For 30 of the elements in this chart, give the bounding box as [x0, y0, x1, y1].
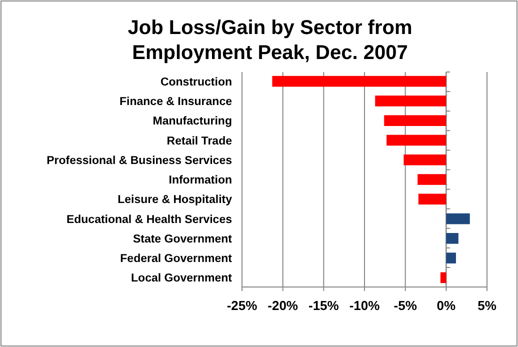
- bar: [418, 174, 446, 185]
- y-tick-label: Manufacturing: [152, 116, 232, 128]
- bar: [446, 233, 458, 244]
- y-tick-label: Federal Government: [120, 253, 232, 266]
- x-tick-label: -5%: [394, 298, 418, 313]
- bar: [404, 154, 446, 166]
- x-tick-label: -25%: [226, 298, 258, 313]
- y-tick-label: Information: [168, 174, 232, 187]
- bar: [418, 194, 446, 205]
- x-tick-label: -10%: [349, 298, 380, 313]
- bar: [375, 96, 446, 106]
- bar: [446, 252, 456, 264]
- y-tick-label: State Government: [132, 233, 232, 246]
- bar: [446, 213, 470, 224]
- y-tick-label: Retail Trade: [166, 135, 232, 148]
- x-tick-label: -20%: [268, 298, 298, 313]
- y-tick-label: Educational & Health Services: [66, 214, 232, 226]
- y-tick-label: Local Government: [131, 272, 232, 285]
- y-tick-label: Finance & Insurance: [120, 96, 232, 108]
- x-tick-label: -15%: [308, 298, 340, 313]
- y-tick-label: Construction: [160, 76, 232, 88]
- bar: [272, 76, 446, 87]
- y-tick-label: Professional & Business Services: [46, 154, 232, 167]
- bar: [440, 272, 446, 284]
- y-tick-label: Leisure & Hospitality: [118, 194, 233, 206]
- bar: [386, 134, 446, 146]
- bar: [384, 115, 446, 126]
- x-tick-label: 0%: [436, 298, 456, 313]
- chart-title: Job Loss/Gain by Sector from Employment Peak, Dec. 2007: [128, 17, 412, 64]
- x-tick-label: 5%: [478, 298, 497, 313]
